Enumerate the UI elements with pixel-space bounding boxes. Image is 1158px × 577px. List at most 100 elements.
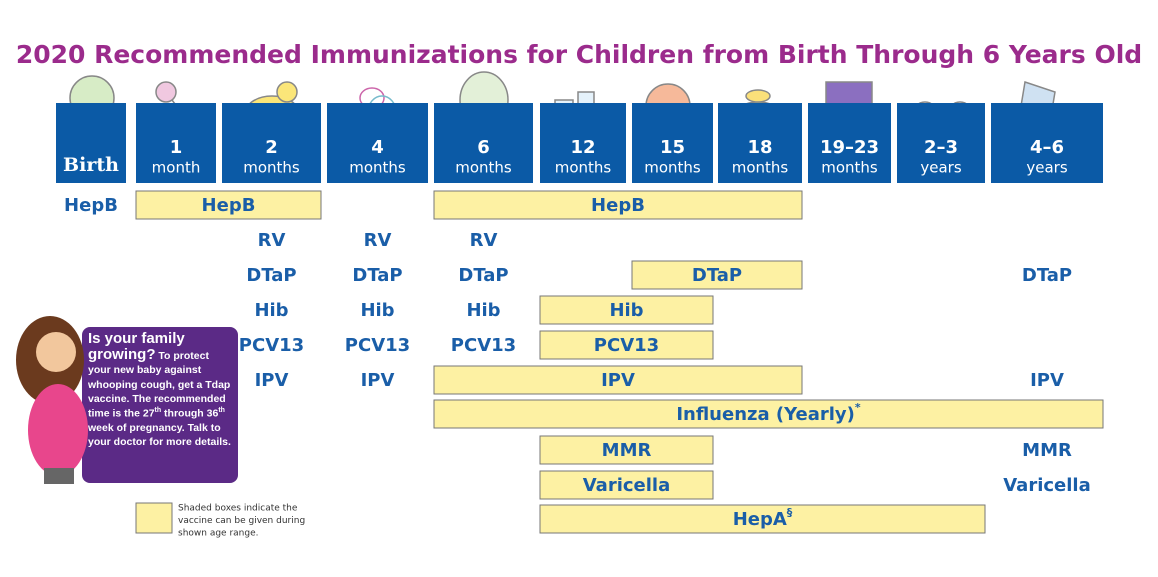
vaccine: Hib <box>466 300 500 321</box>
age-label: Birth <box>63 154 119 176</box>
vaccine-name: PCV13 <box>239 335 304 356</box>
legs <box>44 468 74 484</box>
shaded-range <box>135 190 322 220</box>
age-unit: months <box>732 159 789 177</box>
age-unit: months <box>821 159 878 177</box>
face <box>36 332 76 372</box>
dress <box>28 384 88 476</box>
superscript: th <box>154 406 162 414</box>
age-header <box>434 103 533 183</box>
shaded-range <box>631 260 803 290</box>
age-unit: months <box>243 159 300 177</box>
vaccine: HepB <box>64 195 118 216</box>
shaded-range <box>433 365 803 395</box>
vaccine-name: IPV <box>255 370 289 391</box>
vaccine-name: IPV <box>1030 370 1064 391</box>
age-unit: months <box>455 159 512 177</box>
shaded-range <box>539 470 714 500</box>
vaccine-name: DTaP <box>458 265 508 286</box>
vaccine-name: HepA <box>733 509 787 530</box>
vaccine-name: Varicella <box>1003 475 1091 496</box>
age-header <box>136 103 216 183</box>
vaccine: Varicella <box>1003 475 1091 496</box>
callout-text: through 36 <box>161 407 219 420</box>
shaded-range <box>433 399 1104 429</box>
legend-text: vaccine can be given during <box>178 516 305 526</box>
vaccine: PCV13 <box>345 335 410 356</box>
vaccine: RV <box>364 230 392 251</box>
vaccine: DTaP <box>458 265 508 286</box>
legend-swatch <box>135 502 173 534</box>
title: 2020 Recommended Immunizations for Child… <box>16 40 1142 69</box>
vaccine: Hib <box>360 300 394 321</box>
age-number: 2–3 <box>924 137 958 158</box>
age-header <box>718 103 802 183</box>
age-header <box>56 103 126 183</box>
vaccine-name: HepB <box>202 195 256 216</box>
vaccine-name: HepB <box>64 195 118 216</box>
vaccine: DTaP <box>246 265 296 286</box>
age-number: 2 <box>265 137 278 158</box>
age-header <box>632 103 713 183</box>
callout-text: To protect your new baby against whoopin… <box>88 350 231 420</box>
vaccine: MMR <box>602 440 652 461</box>
callout-box <box>82 327 238 483</box>
vaccine-name: Hib <box>609 300 643 321</box>
footnote-mark: § <box>787 506 793 519</box>
vaccine: Influenza (Yearly)* <box>676 401 861 425</box>
vaccine: HepB <box>591 195 645 216</box>
vaccine-name: DTaP <box>352 265 402 286</box>
age-number: 6 <box>477 137 490 158</box>
age-unit: months <box>349 159 406 177</box>
age-number: 4–6 <box>1030 137 1064 158</box>
age-number: 19–23 <box>820 137 879 158</box>
callout-heading: Is your family growing? <box>88 330 185 364</box>
vaccine-name: RV <box>258 230 286 251</box>
shaded-range <box>433 190 803 220</box>
age-number: 18 <box>747 137 772 158</box>
age-number: 15 <box>660 137 685 158</box>
vaccine-name: Hib <box>254 300 288 321</box>
vaccine: DTaP <box>1022 265 1072 286</box>
vaccine: HepA§ <box>733 506 793 530</box>
legend-text: shown age range. <box>178 529 258 539</box>
vaccine: IPV <box>601 370 635 391</box>
age-header <box>991 103 1103 183</box>
vaccine: MMR <box>1022 440 1072 461</box>
age-unit: years <box>1026 159 1067 177</box>
vaccine-name: IPV <box>361 370 395 391</box>
callout-text: week of pregnancy. Talk to your doctor f… <box>88 421 231 448</box>
vaccine-name: RV <box>364 230 392 251</box>
vaccine-name: Varicella <box>583 475 671 496</box>
vaccine: DTaP <box>352 265 402 286</box>
age-unit: month <box>152 159 201 177</box>
vaccine-name: Influenza (Yearly) <box>676 404 855 425</box>
age-number: 12 <box>570 137 595 158</box>
vaccine-name: Hib <box>466 300 500 321</box>
vaccine-name: DTaP <box>1022 265 1072 286</box>
vaccine-name: IPV <box>601 370 635 391</box>
vaccine: Hib <box>609 300 643 321</box>
vaccine-name: DTaP <box>692 265 742 286</box>
superscript: th <box>218 406 225 414</box>
age-header <box>808 103 891 183</box>
vaccine: Hib <box>254 300 288 321</box>
vaccine: RV <box>470 230 498 251</box>
vaccine: PCV13 <box>451 335 516 356</box>
age-header <box>897 103 985 183</box>
vaccine: DTaP <box>692 265 742 286</box>
shaded-range <box>539 330 714 360</box>
vaccine-name: MMR <box>1022 440 1072 461</box>
age-header <box>222 103 321 183</box>
callout: Is your family growing? To protect your … <box>88 331 234 449</box>
shaded-range <box>539 504 986 534</box>
vaccine-name: PCV13 <box>594 335 659 356</box>
legend-text: Shaded boxes indicate the <box>178 504 298 514</box>
footnote-mark: * <box>855 401 861 414</box>
age-number: 4 <box>371 137 384 158</box>
vaccine: HepB <box>202 195 256 216</box>
age-unit: months <box>555 159 612 177</box>
age-unit: months <box>644 159 701 177</box>
vaccine: RV <box>258 230 286 251</box>
